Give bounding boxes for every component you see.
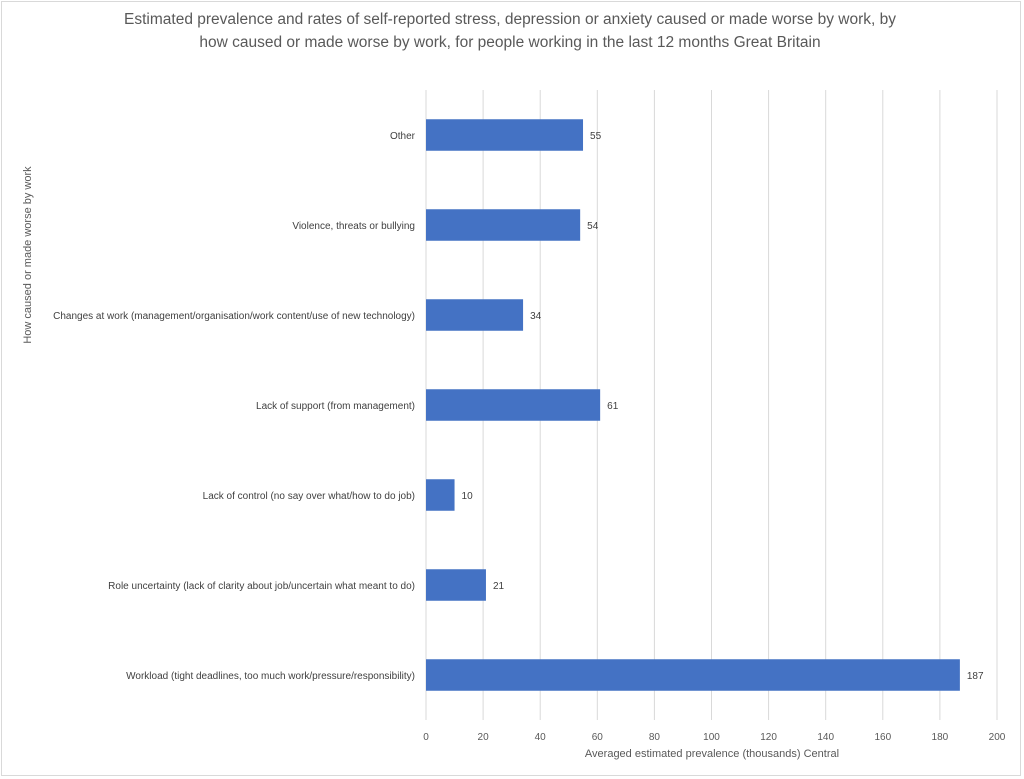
data-label-2: 34 [530,311,542,322]
bar-6 [426,659,960,691]
category-label-2: Changes at work (management/organisation… [53,311,415,322]
data-label-0: 55 [590,131,602,142]
data-label-4: 10 [462,491,474,502]
bar-3 [426,389,601,421]
category-label-4: Lack of control (no say over what/how to… [203,491,415,502]
category-label-6: Workload (tight deadlines, too much work… [126,671,415,682]
data-label-3: 61 [607,401,619,412]
x-tick-label-200: 200 [989,732,1006,743]
bars [426,119,960,691]
labels: 0 20 40 60 80 100 120 140 160 180 200 55 Other 54 Viol… [53,131,1006,743]
bar-0 [426,119,584,151]
bar-5 [426,569,486,601]
x-tick-label-180: 180 [932,732,949,743]
data-label-5: 21 [493,581,505,592]
category-label-5: Role uncertainty (lack of clarity about … [108,581,415,592]
chart-title-line-1: Estimated prevalence and rates of self-r… [124,11,896,28]
x-tick-label-140: 140 [817,732,834,743]
chart-title: Estimated prevalence and rates of self-r… [40,8,980,54]
data-label-6: 187 [967,671,984,682]
data-label-1: 54 [587,221,599,232]
bar-2 [426,299,524,331]
x-tick-label-60: 60 [592,732,604,743]
x-tick-label-0: 0 [423,732,429,743]
x-tick-label-80: 80 [649,732,661,743]
x-tick-label-100: 100 [703,732,720,743]
x-axis-title: Averaged estimated prevalence (thousands… [585,748,839,760]
category-label-3: Lack of support (from management) [256,401,415,412]
bar-1 [426,209,581,241]
x-tick-label-120: 120 [760,732,777,743]
category-label-1: Violence, threats or bullying [292,221,415,232]
bar-4 [426,479,455,511]
category-label-0: Other [390,131,416,142]
y-axis-title: How caused or made worse by work [22,166,34,344]
chart-title-line-2: how caused or made worse by work, for pe… [199,34,821,51]
x-tick-label-20: 20 [478,732,490,743]
x-tick-label-160: 160 [874,732,891,743]
x-tick-label-40: 40 [535,732,547,743]
